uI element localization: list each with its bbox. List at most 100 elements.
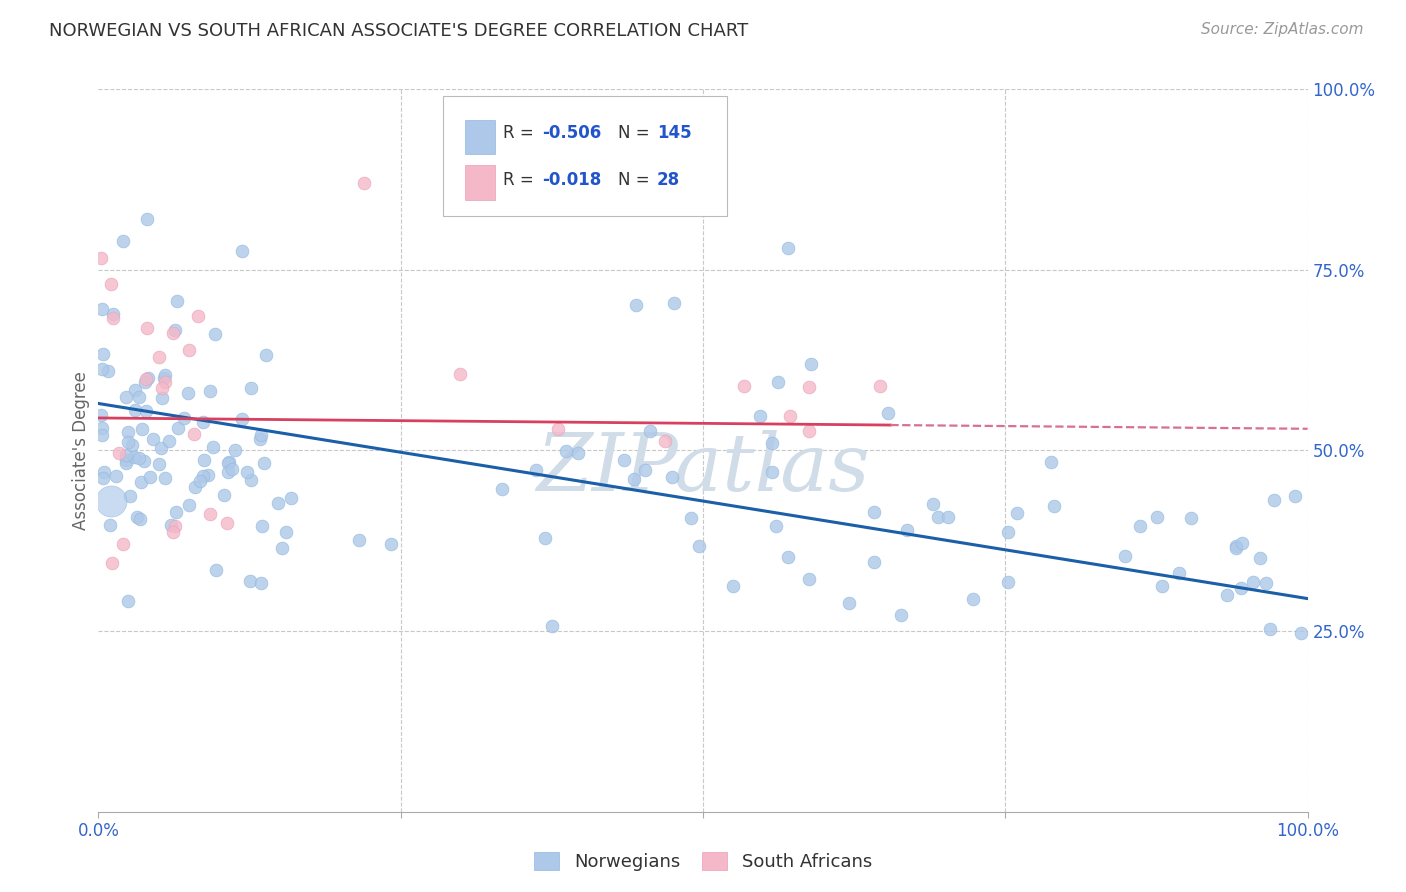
Point xyxy=(153,371,176,385)
Point xyxy=(1005,506,1028,520)
Point xyxy=(1249,551,1271,566)
Point xyxy=(193,415,215,429)
Point xyxy=(93,465,115,479)
Point xyxy=(165,505,187,519)
Point xyxy=(936,509,959,524)
Text: N =: N = xyxy=(619,124,655,142)
Point xyxy=(135,320,157,334)
Point xyxy=(142,433,165,447)
Point xyxy=(231,244,253,258)
Point xyxy=(90,408,112,422)
Point xyxy=(997,525,1019,540)
Point xyxy=(797,572,820,586)
Point xyxy=(231,412,253,426)
Point xyxy=(1168,566,1191,580)
Point xyxy=(779,409,801,424)
Point xyxy=(177,343,200,358)
Point xyxy=(896,523,918,537)
Point xyxy=(1040,455,1063,469)
Point xyxy=(135,212,157,227)
Point xyxy=(217,465,239,479)
Point xyxy=(1180,510,1202,524)
Point xyxy=(163,323,186,337)
Point xyxy=(922,496,945,510)
Point xyxy=(662,296,685,310)
Point xyxy=(1114,549,1136,563)
Point xyxy=(124,383,146,397)
Point xyxy=(91,347,114,361)
Point xyxy=(90,362,112,376)
Point xyxy=(252,518,274,533)
Point xyxy=(153,471,176,485)
Point xyxy=(131,421,153,435)
Point xyxy=(187,309,209,323)
Point xyxy=(129,475,152,490)
Point xyxy=(159,517,181,532)
Point xyxy=(124,403,146,417)
Point xyxy=(122,450,145,464)
Point xyxy=(135,372,157,386)
Point xyxy=(104,469,127,483)
Point xyxy=(276,524,298,539)
Point xyxy=(1230,536,1253,550)
Point xyxy=(1263,492,1285,507)
Point xyxy=(267,496,290,510)
Point xyxy=(1258,622,1281,636)
Point xyxy=(188,474,211,488)
Point xyxy=(1150,579,1173,593)
Point xyxy=(118,490,141,504)
Point xyxy=(165,518,187,533)
Point xyxy=(205,563,228,577)
Point xyxy=(688,539,710,553)
Point xyxy=(353,176,375,190)
Point xyxy=(890,607,912,622)
Text: 145: 145 xyxy=(657,124,692,142)
Point xyxy=(136,371,159,385)
Point xyxy=(134,375,156,389)
Point xyxy=(797,380,820,394)
Point xyxy=(148,457,170,471)
Point xyxy=(101,556,124,570)
Point xyxy=(766,375,789,389)
Point xyxy=(962,592,984,607)
Point xyxy=(191,469,214,483)
Point xyxy=(721,579,744,593)
Point xyxy=(626,298,648,312)
Point xyxy=(128,390,150,404)
Point xyxy=(100,277,122,292)
Point xyxy=(212,488,235,502)
Point xyxy=(90,428,112,442)
Point xyxy=(797,424,820,438)
Point xyxy=(204,327,226,342)
Point xyxy=(1230,581,1253,595)
Point xyxy=(249,432,271,446)
Point xyxy=(1284,489,1306,503)
Point xyxy=(117,425,139,439)
Point xyxy=(153,368,176,382)
Point xyxy=(91,471,114,485)
Point xyxy=(1254,575,1277,590)
Point xyxy=(253,456,276,470)
Point xyxy=(115,390,138,404)
Text: -0.018: -0.018 xyxy=(543,170,602,188)
Point xyxy=(778,549,800,564)
Point xyxy=(838,596,860,610)
Point xyxy=(927,510,949,524)
Text: Source: ZipAtlas.com: Source: ZipAtlas.com xyxy=(1201,22,1364,37)
Text: -0.506: -0.506 xyxy=(543,124,602,142)
Legend: Norwegians, South Africans: Norwegians, South Africans xyxy=(527,846,879,879)
Point xyxy=(127,509,149,524)
Point xyxy=(173,411,195,425)
Point xyxy=(239,574,262,589)
Point xyxy=(179,498,201,512)
Point xyxy=(157,434,180,448)
Point xyxy=(280,491,302,505)
Point xyxy=(101,310,124,325)
Point xyxy=(761,465,783,479)
Point xyxy=(249,427,271,442)
Point xyxy=(1146,509,1168,524)
Point xyxy=(547,422,569,436)
Point xyxy=(380,537,402,551)
Point xyxy=(129,512,152,526)
Point xyxy=(100,494,122,508)
